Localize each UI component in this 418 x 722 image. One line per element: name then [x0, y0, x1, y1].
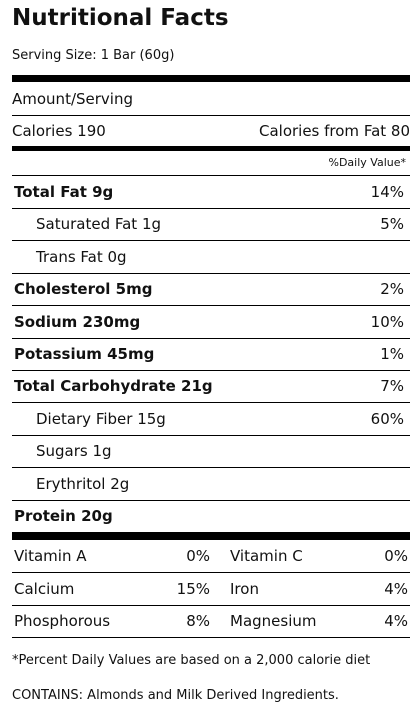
vitamin-name: Iron	[230, 579, 259, 598]
vitamin-value: 15%	[176, 579, 210, 598]
daily-value: 10%	[370, 312, 404, 331]
rule	[12, 175, 410, 176]
nutrient-row: Saturated Fat 1g 5%	[12, 208, 410, 242]
nutrient-name: Saturated Fat 1g	[36, 215, 162, 234]
nutrient-row: Trans Fat 0g	[12, 241, 410, 274]
daily-value: 2%	[380, 280, 404, 299]
nutrient-name: Total Carbohydrate 21g	[14, 377, 213, 396]
vitamin-value: 0%	[384, 547, 408, 565]
vitamin-row: Phosphorous 8% Magnesium 4%	[12, 605, 410, 638]
serving-size: Serving Size: 1 Bar (60g)	[12, 48, 175, 63]
nutrient-name: Sodium 230mg	[14, 312, 141, 331]
nutrient-name: Cholesterol 5mg	[14, 280, 153, 299]
footnote: *Percent Daily Values are based on a 2,0…	[12, 653, 371, 668]
vitamin-name: Phosphorous	[14, 612, 111, 630]
nutrient-row: Sugars 1g	[12, 435, 410, 469]
nutrient-row: Sodium 230mg 10%	[12, 306, 410, 339]
daily-value: 7%	[380, 377, 404, 396]
rule	[12, 115, 410, 116]
amount-per-serving: Amount/Serving	[12, 90, 133, 108]
nutrient-name: Erythritol 2g	[36, 474, 130, 493]
nutrient-name: Protein 20g	[14, 507, 113, 525]
nutrient-row: Cholesterol 5mg 2%	[12, 273, 410, 307]
daily-value: 60%	[370, 409, 404, 428]
thick-rule	[12, 75, 410, 82]
vitamin-row: Calcium 15% Iron 4%	[12, 573, 410, 606]
vitamin-name: Calcium	[14, 579, 75, 598]
nutrient-row: Total Fat 9g 14%	[12, 176, 410, 209]
vitamin-name: Vitamin C	[230, 547, 303, 565]
contains: CONTAINS: Almonds and Milk Derived Ingre…	[12, 688, 339, 703]
vitamin-value: 4%	[384, 612, 408, 630]
nutrient-name: Dietary Fiber 15g	[36, 409, 166, 428]
nutrient-row: Erythritol 2g	[12, 468, 410, 501]
vitamin-name: Magnesium	[230, 612, 317, 630]
calories: Calories 190	[12, 122, 106, 140]
daily-value: 5%	[380, 215, 404, 234]
daily-value: 14%	[370, 183, 404, 201]
nutrient-row: Dietary Fiber 15g 60%	[12, 403, 410, 436]
nutrient-row: Total Carbohydrate 21g 7%	[12, 370, 410, 404]
daily-value-header: %Daily Value*	[328, 156, 407, 169]
vitamin-row: Vitamin A 0% Vitamin C 0%	[12, 540, 410, 573]
vitamin-value: 8%	[186, 612, 210, 630]
vitamin-name: Vitamin A	[14, 547, 87, 565]
calories-from-fat: Calories from Fat 80	[258, 122, 410, 140]
vitamin-value: 4%	[384, 579, 408, 598]
nutrient-name: Sugars 1g	[36, 442, 112, 461]
nutrient-row: Protein 20g	[12, 500, 410, 532]
thick-rule	[12, 146, 410, 151]
daily-value: 1%	[380, 345, 404, 363]
nutrient-row: Potassium 45mg 1%	[12, 338, 410, 371]
nutrient-name: Total Fat 9g	[14, 183, 114, 201]
title: Nutritional Facts	[12, 5, 229, 31]
nutrient-name: Potassium 45mg	[14, 345, 155, 363]
thick-rule	[12, 532, 410, 540]
nutrient-name: Trans Fat 0g	[36, 247, 127, 266]
vitamin-value: 0%	[186, 547, 210, 565]
